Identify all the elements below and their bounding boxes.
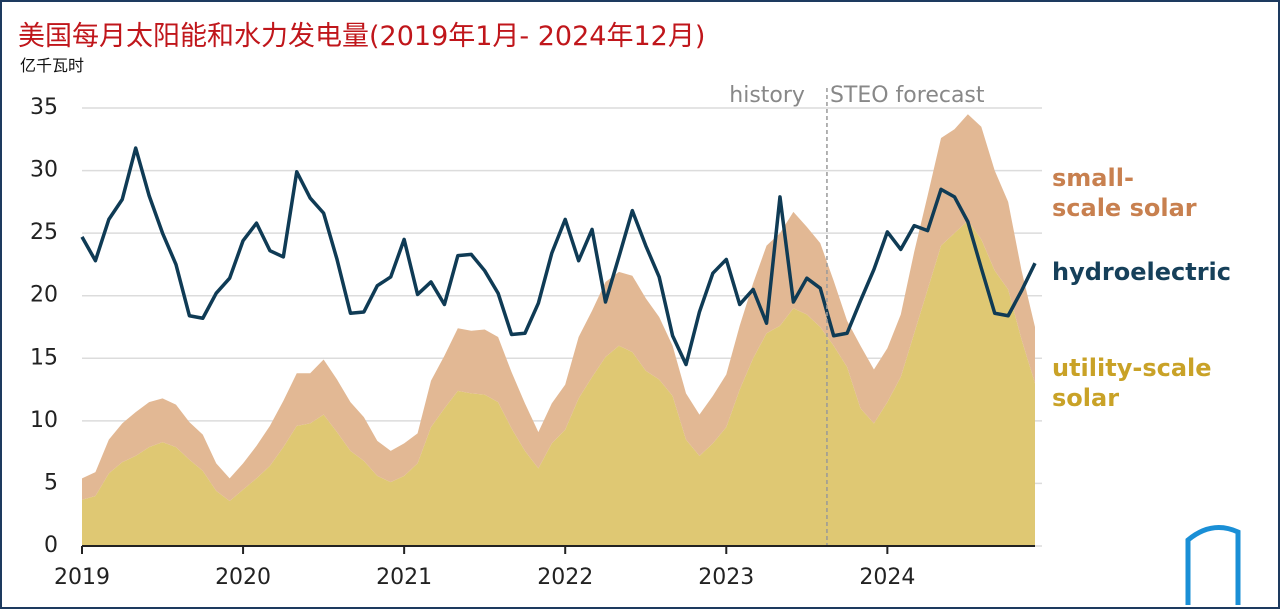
x-tick-label: 2024 <box>859 565 915 590</box>
x-tick-label: 2021 <box>376 565 432 590</box>
y-tick-label: 30 <box>30 158 58 183</box>
chart-title: 美国每月太阳能和水力发电量(2019年1月- 2024年12月) <box>18 21 706 52</box>
series-label: utility-scale solar <box>1052 354 1212 412</box>
x-tick-label: 2019 <box>54 565 110 590</box>
y-tick-label: 20 <box>30 283 58 308</box>
y-tick-label: 15 <box>30 345 58 370</box>
annotation: history <box>729 83 805 108</box>
area-0 <box>82 220 1035 546</box>
y-tick-label: 0 <box>44 533 58 558</box>
line <box>80 146 1037 367</box>
y-tick-label: 25 <box>30 220 58 245</box>
y-tick-label: 35 <box>30 95 58 120</box>
area-1 <box>82 114 1035 501</box>
y-tick-label: 5 <box>44 470 58 495</box>
annotation: STEO forecast <box>830 83 985 108</box>
icon <box>1185 525 1241 605</box>
chart-subtitle: 亿千瓦时 <box>20 56 85 75</box>
x-tick-label: 2020 <box>215 565 271 590</box>
series-label: hydroelectric <box>1052 258 1232 286</box>
y-tick-label: 10 <box>30 408 58 433</box>
x-tick-label: 2022 <box>537 565 593 590</box>
x-tick-label: 2023 <box>698 565 754 590</box>
series-label: small-scale solar <box>1052 164 1197 222</box>
